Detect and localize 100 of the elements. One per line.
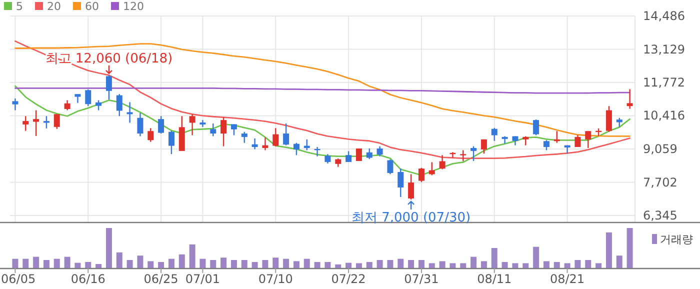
legend-label: 20 bbox=[47, 0, 61, 13]
candlestick bbox=[304, 138, 310, 151]
legend-label: 120 bbox=[123, 0, 144, 13]
candlestick bbox=[189, 114, 196, 136]
x-tick-label: 07/01 bbox=[185, 272, 220, 286]
bar bbox=[262, 260, 268, 268]
bar bbox=[439, 261, 446, 268]
bar bbox=[106, 228, 112, 268]
x-tick-label: 06/16 bbox=[70, 272, 106, 286]
x-tick-label: 06/05 bbox=[1, 272, 36, 286]
candlestick bbox=[262, 136, 268, 151]
candlestick bbox=[33, 110, 40, 137]
candlestick bbox=[502, 136, 508, 144]
bar bbox=[54, 258, 60, 268]
bar bbox=[376, 260, 383, 268]
candlestick bbox=[376, 146, 383, 157]
candlestick bbox=[137, 112, 144, 137]
bar bbox=[387, 260, 394, 268]
candlestick bbox=[210, 122, 216, 137]
bar bbox=[148, 261, 154, 268]
bar bbox=[33, 256, 40, 268]
bar bbox=[283, 258, 290, 268]
y-tick-label: 9,059 bbox=[643, 142, 678, 156]
candlestick bbox=[116, 93, 122, 117]
bar bbox=[543, 261, 550, 268]
candlestick bbox=[512, 136, 518, 146]
candlestick bbox=[387, 158, 394, 175]
x-tick-label: 07/31 bbox=[404, 272, 439, 286]
candlestick bbox=[168, 130, 174, 155]
bar bbox=[346, 262, 352, 268]
bar bbox=[450, 263, 456, 268]
bar bbox=[460, 263, 466, 268]
bar bbox=[335, 264, 342, 268]
candlestick bbox=[324, 154, 331, 164]
bar bbox=[252, 262, 258, 268]
bar bbox=[12, 258, 18, 268]
bar bbox=[178, 254, 185, 268]
bar bbox=[126, 260, 133, 268]
bar bbox=[366, 262, 372, 268]
bar bbox=[272, 258, 279, 268]
bar bbox=[596, 263, 602, 268]
bar bbox=[533, 246, 540, 268]
annotation: 최저 7,000 (07/30) bbox=[351, 210, 471, 226]
bar bbox=[168, 258, 174, 268]
candlestick bbox=[533, 118, 540, 136]
x-tick-label: 07/10 bbox=[258, 272, 293, 286]
bar bbox=[74, 262, 81, 268]
candlestick bbox=[491, 127, 498, 142]
y-tick-label: 10,416 bbox=[643, 108, 685, 123]
candlestick bbox=[616, 117, 622, 128]
bar bbox=[293, 261, 300, 268]
candlestick bbox=[564, 144, 570, 154]
candlestick bbox=[283, 122, 290, 146]
x-tick-label: 08/21 bbox=[550, 272, 585, 286]
candlestick bbox=[178, 116, 185, 152]
candlestick bbox=[230, 124, 237, 136]
candlestick bbox=[12, 98, 18, 111]
bar bbox=[470, 256, 477, 268]
candlestick bbox=[200, 119, 206, 128]
candlestick bbox=[418, 167, 424, 183]
bar bbox=[241, 260, 248, 268]
bar bbox=[22, 258, 29, 268]
legend-label: 5 bbox=[16, 0, 23, 13]
candlestick bbox=[220, 116, 227, 147]
bar bbox=[356, 263, 362, 268]
legend-label: 거래량 bbox=[660, 233, 693, 246]
candlestick bbox=[346, 150, 352, 163]
y-tick-label: 6,345 bbox=[643, 208, 678, 223]
bar bbox=[564, 263, 570, 268]
bar bbox=[606, 232, 612, 268]
bar bbox=[522, 263, 529, 268]
x-tick-label: 07/22 bbox=[331, 272, 366, 286]
candlestick bbox=[606, 105, 612, 132]
bar bbox=[64, 256, 70, 268]
candlestick bbox=[252, 138, 258, 150]
candlestick bbox=[241, 131, 248, 144]
line-series bbox=[14, 40, 630, 159]
candlestick bbox=[148, 128, 154, 142]
candlestick bbox=[585, 130, 592, 149]
legend-label: 60 bbox=[85, 0, 99, 13]
bar bbox=[314, 262, 320, 268]
candlestick bbox=[293, 142, 300, 156]
bar bbox=[43, 260, 50, 268]
bar bbox=[502, 262, 508, 268]
candlestick bbox=[470, 146, 477, 162]
y-tick-label: 14,486 bbox=[643, 9, 685, 23]
candlestick bbox=[408, 174, 414, 200]
bar bbox=[304, 258, 310, 268]
candlestick bbox=[626, 88, 633, 110]
y-tick-label: 11,772 bbox=[643, 76, 685, 90]
bar bbox=[210, 260, 216, 268]
candlestick bbox=[356, 148, 362, 162]
candlestick bbox=[64, 100, 70, 111]
bar bbox=[158, 262, 164, 268]
candlestick bbox=[22, 116, 29, 132]
bar bbox=[189, 244, 196, 268]
candlestick bbox=[439, 154, 446, 170]
bar bbox=[585, 260, 592, 268]
bar bbox=[418, 260, 424, 268]
bar bbox=[230, 260, 237, 268]
